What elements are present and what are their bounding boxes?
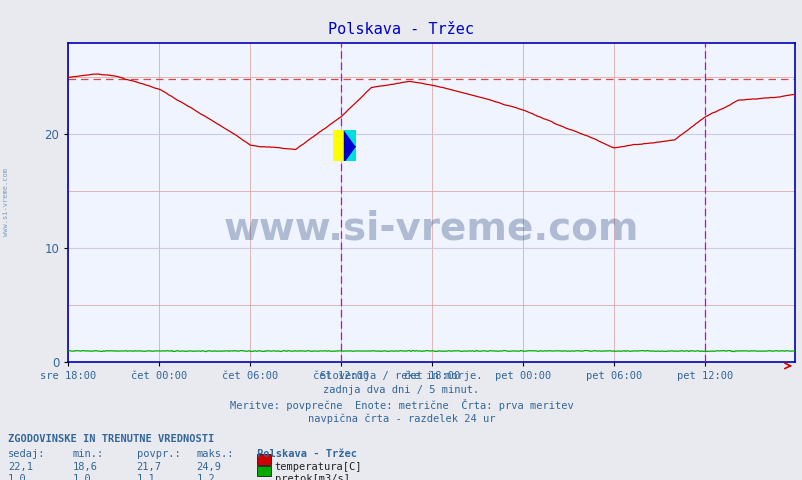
Text: min.:: min.: xyxy=(72,449,103,459)
Text: 18,6: 18,6 xyxy=(72,462,97,472)
Polygon shape xyxy=(344,146,355,161)
Text: Meritve: povprečne  Enote: metrične  Črta: prva meritev: Meritve: povprečne Enote: metrične Črta:… xyxy=(229,399,573,411)
Text: www.si-vreme.com: www.si-vreme.com xyxy=(3,168,10,236)
Text: pretok[m3/s]: pretok[m3/s] xyxy=(274,474,349,480)
Text: ZGODOVINSKE IN TRENUTNE VREDNOSTI: ZGODOVINSKE IN TRENUTNE VREDNOSTI xyxy=(8,434,214,444)
Text: temperatura[C]: temperatura[C] xyxy=(274,462,362,472)
Text: Polskava - Tržec: Polskava - Tržec xyxy=(257,449,357,459)
Text: 1,0: 1,0 xyxy=(8,474,26,480)
Text: maks.:: maks.: xyxy=(196,449,234,459)
Text: zadnja dva dni / 5 minut.: zadnja dva dni / 5 minut. xyxy=(323,385,479,395)
Text: 21,7: 21,7 xyxy=(136,462,161,472)
Text: 1,0: 1,0 xyxy=(72,474,91,480)
Polygon shape xyxy=(344,130,355,161)
Text: 22,1: 22,1 xyxy=(8,462,33,472)
Polygon shape xyxy=(344,130,355,146)
Text: Polskava - Tržec: Polskava - Tržec xyxy=(328,22,474,36)
Text: 24,9: 24,9 xyxy=(196,462,221,472)
Text: 1,2: 1,2 xyxy=(196,474,215,480)
Text: www.si-vreme.com: www.si-vreme.com xyxy=(224,209,638,247)
Text: sedaj:: sedaj: xyxy=(8,449,46,459)
Text: 1,1: 1,1 xyxy=(136,474,155,480)
Text: navpična črta - razdelek 24 ur: navpična črta - razdelek 24 ur xyxy=(307,414,495,424)
Text: povpr.:: povpr.: xyxy=(136,449,180,459)
Text: Slovenija / reke in morje.: Slovenija / reke in morje. xyxy=(320,371,482,381)
